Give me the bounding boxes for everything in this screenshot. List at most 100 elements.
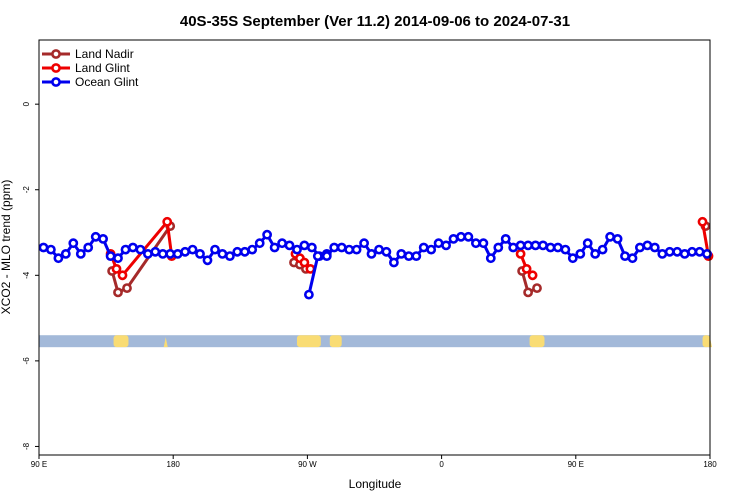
data-point <box>217 248 228 259</box>
series-layer <box>38 216 714 300</box>
data-point <box>299 257 310 268</box>
x-tick-label: 90 E <box>568 460 584 469</box>
legend-label: Land Nadir <box>75 47 134 61</box>
data-point <box>262 229 272 240</box>
chart-title: 40S-35S September (Ver 11.2) 2014-09-06 … <box>180 13 570 30</box>
legend-item-ocean-glint: Ocean Glint <box>42 75 139 89</box>
data-point <box>560 244 571 255</box>
data-point <box>366 248 377 259</box>
data-point <box>53 253 64 264</box>
y-tick-label: -6 <box>22 357 31 365</box>
land-patch <box>529 335 545 348</box>
data-point <box>359 238 369 249</box>
data-point <box>306 242 317 253</box>
data-point <box>672 246 683 257</box>
data-point <box>538 240 548 251</box>
x-tick-label: 90 W <box>298 460 317 469</box>
legend-label: Land Glint <box>75 61 130 75</box>
data-point <box>83 242 94 253</box>
data-point <box>411 251 422 261</box>
data-point <box>553 242 563 253</box>
x-tick-label: 180 <box>167 460 181 469</box>
data-point <box>532 283 542 293</box>
data-point <box>60 248 71 259</box>
data-point <box>418 242 429 253</box>
data-point <box>224 251 235 261</box>
data-point <box>500 233 511 244</box>
data-point <box>351 244 362 255</box>
legend-marker <box>51 49 61 59</box>
data-point <box>664 246 675 257</box>
data-point <box>162 216 173 227</box>
data-point <box>485 253 496 264</box>
data-point <box>336 242 347 253</box>
data-point <box>180 246 190 257</box>
data-point <box>627 253 638 264</box>
data-point <box>521 263 532 274</box>
data-point <box>210 244 220 255</box>
land-blip <box>163 337 168 348</box>
land-patch <box>702 335 710 348</box>
data-point <box>448 233 459 244</box>
data-point <box>113 287 123 298</box>
data-point <box>195 248 205 259</box>
data-point <box>527 270 538 281</box>
y-tick-label: -8 <box>22 442 31 450</box>
data-point <box>98 233 108 244</box>
data-point <box>232 246 243 257</box>
data-point <box>697 216 708 227</box>
data-point <box>135 244 146 255</box>
x-tick-label: 0 <box>439 460 444 469</box>
data-point <box>284 240 295 251</box>
data-point <box>687 246 697 257</box>
x-axis-label: Longitude <box>349 477 402 491</box>
data-point <box>605 231 615 242</box>
data-point <box>612 233 623 244</box>
legend-label: Ocean Glint <box>75 75 139 89</box>
data-point <box>515 248 526 259</box>
data-point <box>254 238 265 249</box>
data-point <box>403 251 414 261</box>
data-point <box>433 238 444 249</box>
land-patch <box>329 335 342 348</box>
data-point <box>463 231 474 242</box>
data-point <box>478 238 489 249</box>
data-point <box>426 244 437 255</box>
data-point <box>127 242 138 253</box>
x-tick-label: 180 <box>703 460 717 469</box>
data-point <box>150 246 161 257</box>
y-tick-label: -2 <box>22 186 31 194</box>
data-point <box>582 238 593 249</box>
x-axis: 90 E 180 90 W 0 90 E 180 <box>31 455 717 469</box>
data-point <box>620 251 630 261</box>
legend-item-land-glint: Land Glint <box>42 61 130 75</box>
legend-marker <box>51 63 61 73</box>
data-point <box>122 283 132 293</box>
data-point <box>329 242 340 253</box>
data-point <box>68 238 79 249</box>
data-point <box>312 251 323 261</box>
data-point <box>269 242 280 253</box>
series-ocean-glint <box>38 229 712 300</box>
land-patch <box>296 335 321 348</box>
legend-item-land-nadir: Land Nadir <box>42 47 134 61</box>
ocean-band <box>39 335 710 348</box>
data-point <box>523 287 533 298</box>
y-tick-label: -4 <box>22 271 31 279</box>
data-point <box>597 244 608 255</box>
y-tick-label: 0 <box>22 101 31 106</box>
data-point <box>441 240 451 251</box>
data-point <box>702 248 712 259</box>
x-tick-label: 90 E <box>31 460 47 469</box>
data-point <box>292 244 302 255</box>
data-point <box>567 253 578 264</box>
data-point <box>649 242 660 253</box>
data-point <box>111 263 122 274</box>
data-point <box>117 270 128 281</box>
data-point <box>46 244 56 255</box>
data-point <box>381 246 392 257</box>
data-point <box>590 248 601 259</box>
data-point <box>321 251 332 261</box>
